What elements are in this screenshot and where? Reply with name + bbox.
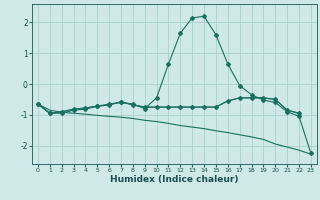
X-axis label: Humidex (Indice chaleur): Humidex (Indice chaleur): [110, 175, 239, 184]
